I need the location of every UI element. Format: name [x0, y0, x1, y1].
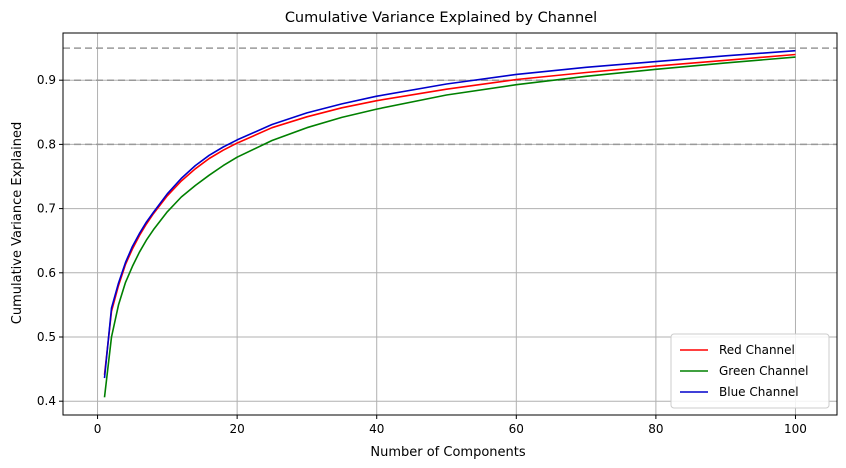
axis-ticks: 0 20 40 60 80 100 0.4 0.5 0.6 0.7 0.8 0.9	[37, 73, 807, 436]
y-tick-label: 0.8	[37, 137, 56, 151]
legend-label: Blue Channel	[719, 385, 799, 399]
x-tick-label: 0	[94, 422, 102, 436]
legend-box	[670, 333, 830, 409]
x-tick-label: 40	[369, 422, 384, 436]
y-axis-label: Cumulative Variance Explained	[10, 122, 25, 324]
y-tick-label: 0.7	[37, 202, 56, 216]
reference-lines	[63, 47, 837, 146]
legend: Red Channel Green Channel Blue Channel	[670, 333, 830, 409]
plot-frame	[62, 32, 838, 416]
x-tick-label: 100	[784, 422, 807, 436]
series-lines	[103, 49, 796, 398]
series-line	[103, 56, 796, 398]
x-tick-label: 80	[648, 422, 663, 436]
x-tick-label: 60	[509, 422, 524, 436]
x-tick-label: 20	[229, 422, 244, 436]
y-tick-label: 0.5	[37, 330, 56, 344]
legend-label: Green Channel	[719, 364, 808, 378]
series-line	[103, 49, 796, 379]
y-tick-label: 0.4	[37, 394, 56, 408]
y-tick-label: 0.6	[37, 266, 56, 280]
x-axis-label: Number of Components	[370, 445, 525, 460]
y-tick-label: 0.9	[37, 73, 56, 87]
legend-label: Red Channel	[719, 343, 795, 357]
chart-title: Cumulative Variance Explained by Channel	[285, 10, 597, 26]
series-line	[103, 53, 796, 375]
